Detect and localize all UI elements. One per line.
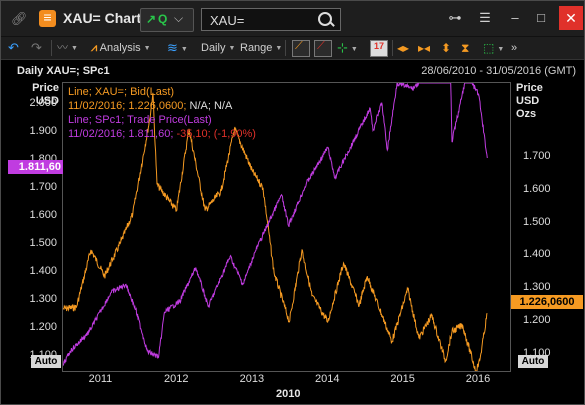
line-chart-type-icon[interactable]: 〰 ▼ [57,42,78,54]
minimize-button[interactable]: – [511,10,519,25]
left-axis-tick-label: 1.600 [29,209,57,222]
series-layer [63,83,488,371]
left-axis-tick-label: 1.500 [29,237,57,250]
right-axis-title-line2: USD [516,95,540,107]
instrument-search-field[interactable] [201,8,341,31]
right-axis-tick-label: 1.200 [523,313,551,326]
legend-spc1-title: Line; SPc1; Trade Price(Last) [68,114,212,126]
window-title: XAU= Chart [63,10,142,26]
right-axis-title-line1: Price [516,82,543,94]
menu-icon[interactable]: ☰ [479,10,491,25]
spc1-series-line[interactable] [63,83,488,366]
right-axis-tick-label: 1.400 [523,248,551,261]
x-axis-tick-label: 2013 [239,373,265,385]
x-axis-tick-label: 2016 [465,373,491,385]
x-axis-tick-label: 2014 [315,373,340,385]
left-axis-title: Price USD [31,82,59,108]
analysis-label: Analysis [99,42,141,54]
chart-plot-area[interactable]: Line; XAU=; Bid(Last) 11/02/2016; 1.226,… [62,82,511,372]
legend-xau-change: N/A; N/A [189,100,233,112]
compare-chart-icon[interactable]: ⟋ [314,40,332,57]
right-axis-tick-label: 1.500 [523,215,551,228]
date-range-label: 28/06/2010 - 31/05/2016 (GMT) [421,65,576,77]
chart-instruments-label: Daily XAU=; SPc1 [17,65,110,77]
right-axis-tick-label: 1.700 [523,150,551,163]
chevron-down-icon: ⌵ [174,11,184,25]
hierarchy-icon[interactable]: ⊶ [448,10,462,25]
xau-current-value-marker: 1.226,0600 [511,295,583,309]
quote-label: Q [158,12,168,26]
range-menu[interactable]: Range ▼ [240,42,283,54]
xau-series-line[interactable] [63,92,488,371]
price-chart-svg [63,83,488,371]
range-label: Range [240,42,273,54]
search-icon[interactable] [318,12,332,26]
left-auto-scale-button[interactable]: Auto [31,355,61,368]
legend-xau-values: 11/02/2016; 1.226,0600; N/A; N/A [68,100,232,113]
maximize-button[interactable]: □ [537,10,545,25]
crosshair-icon[interactable]: ⊹ ▼ [337,40,358,55]
left-axis-tick-label: 1.700 [29,181,57,194]
zoom-vertical-icon[interactable]: ⬍ [441,41,452,55]
right-axis-title: Price USD Ozs [516,82,543,121]
right-axis-tick-label: 1.600 [523,183,551,195]
x-axis-tick-label: 2015 [390,373,415,385]
calendar-icon[interactable]: 17 [370,40,388,57]
left-axis-tick-label: 1.900 [29,125,57,138]
spc1-current-value-marker: 1.811,60 [8,160,63,174]
analysis-menu[interactable]: ⩘ Analysis ▼ [91,42,151,54]
redo-icon[interactable]: ↷ [31,40,42,55]
search-input[interactable] [208,11,312,29]
interval-menu[interactable]: Daily ▼ [201,42,236,54]
link-icon[interactable]: 🔗︎ [11,11,28,26]
x-axis-year-label: 2010 [276,388,301,400]
left-axis-tick-label: 1.200 [29,321,57,334]
legend-spc1-change: -35,10; (-1,90%) [176,128,256,140]
left-axis-title-line1: Price [32,82,59,94]
x-axis-tick-label: 2012 [164,373,189,385]
toolbar-separator [392,40,393,56]
right-auto-scale-button[interactable]: Auto [518,355,548,368]
studies-icon[interactable]: ≋ ▼ [167,40,188,55]
legend-spc1-values: 11/02/2016; 1.811,60; -35,10; (-1,90%) [68,128,256,141]
right-axis-title-line3: Ozs [516,108,537,120]
more-tools-icon[interactable]: » [511,42,518,54]
x-axis-tick-label: 2011 [88,373,113,385]
left-axis-tick-label: 1.300 [29,293,57,306]
title-bar: 🔗︎ XAU= Chart ↗ Q ⌵ ⊶ ☰ – □ ✕ [1,1,584,37]
toolbar-separator [51,40,52,56]
left-axis-tick-label: 1.400 [29,265,57,278]
legend-spc1-value: 11/02/2016; 1.811,60; [68,128,177,140]
chart-snapshot-icon[interactable]: ⟋ [292,40,310,57]
legend-xau-value: 11/02/2016; 1.226,0600; [68,100,190,112]
app-logo-icon [39,9,56,27]
chart-toolbar: ↶ ↷ 〰 ▼ ⩘ Analysis ▼ ≋ ▼ Daily ▼ Range ▼ ⟋ ⟋ … [1,37,584,60]
quote-dropdown-button[interactable]: ↗ Q ⌵ [140,8,194,32]
zoom-in-horizontal-icon[interactable]: ▸◂ [418,41,431,55]
select-region-icon[interactable]: ⬚ ▼ [483,41,505,55]
quote-arrow-icon: ↗ [146,12,157,26]
right-axis-tick-label: 1.300 [523,281,551,294]
interval-label: Daily [201,42,226,54]
toolbar-separator [285,40,286,56]
scroll-left-icon[interactable]: ◂▸ [397,41,410,55]
left-axis-title-line2: USD [35,95,59,107]
fit-vertical-icon[interactable]: ⧗ [461,41,470,55]
undo-icon[interactable]: ↶ [8,40,19,55]
close-button[interactable]: ✕ [559,6,583,30]
left-axis-tick-label: 2.000 [29,97,57,110]
legend-xau-title: Line; XAU=; Bid(Last) [68,86,175,98]
